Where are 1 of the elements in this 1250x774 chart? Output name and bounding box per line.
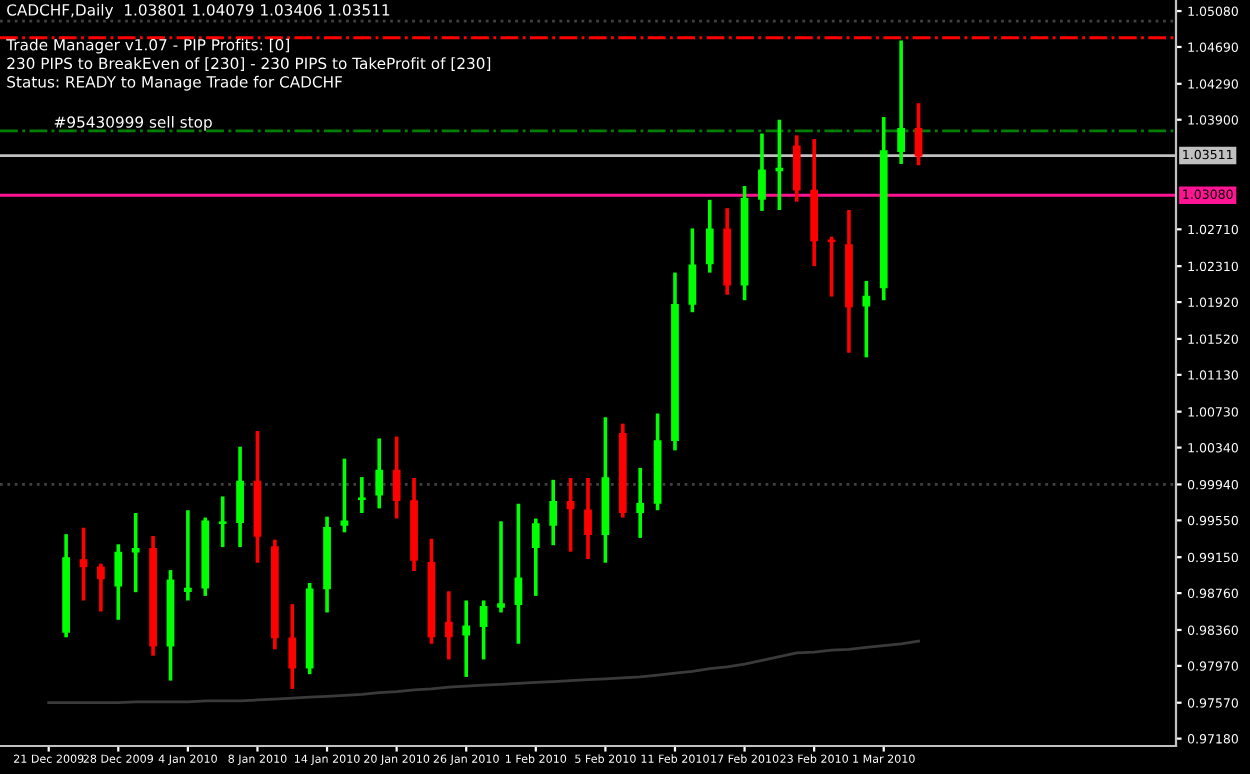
line-series: [47, 639, 920, 705]
